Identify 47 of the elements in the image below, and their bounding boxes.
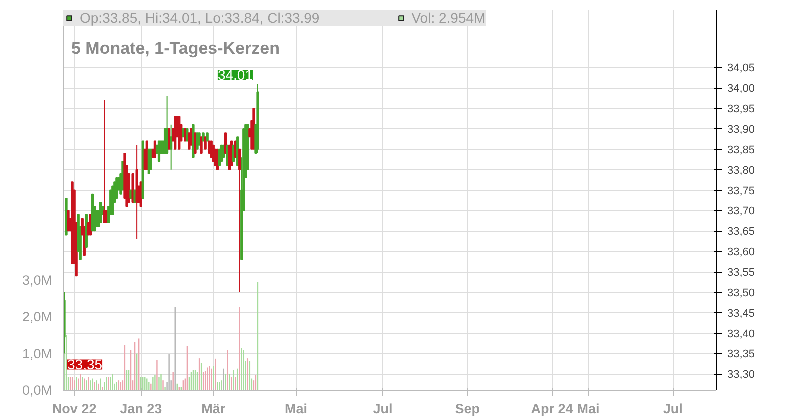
annotation: 33,35: [68, 356, 103, 373]
candlestick: [226, 144, 230, 166]
y2-tick-label: 0,0M: [22, 383, 53, 398]
candlestick: [204, 136, 207, 150]
y-tick-label: 33,65: [728, 226, 756, 238]
y-tick-label: 33,60: [728, 246, 756, 259]
candlestick: [200, 136, 203, 154]
x-tick-label: Jan 23: [120, 402, 163, 416]
y-tick-label: 34,00: [728, 83, 756, 96]
candlestick: [186, 128, 189, 142]
candlestick: [196, 132, 199, 150]
candlestick: [224, 132, 228, 154]
x-tick-label: Apr 24: [531, 402, 574, 416]
y-tick-label: 33,70: [728, 206, 756, 218]
x-tick-label: Jul: [663, 402, 683, 416]
legend-label: Vol: 2.954M: [412, 10, 486, 26]
text: 5 Monate, 1-Tages-Kerzen: [72, 39, 280, 58]
x-tick-label: Mai: [577, 402, 600, 416]
y-tick-label: 33,80: [728, 164, 756, 177]
y-tick-label: 33,90: [728, 124, 756, 136]
y-tick-label: 33,50: [728, 287, 756, 300]
y-tick-label: 33,95: [728, 104, 756, 116]
x-tick-label: Sep: [455, 402, 480, 416]
candlestick: [188, 132, 191, 150]
y-tick-label: 33,35: [728, 348, 756, 361]
candlestick: [184, 128, 187, 142]
annotation: 34,01: [218, 67, 254, 84]
candlestick: [208, 140, 211, 154]
x-tick-label: Mai: [285, 402, 308, 416]
y-tick-label: 34,05: [728, 62, 756, 75]
candlestick: [134, 190, 136, 204]
y2-tick-label: 3,0M: [22, 272, 53, 288]
y-tick-label: 33,40: [728, 328, 756, 340]
y-tick-label: 33,30: [728, 369, 756, 382]
candlestick: [168, 128, 171, 150]
candlestick: [218, 148, 221, 166]
x-tick-label: Mär: [202, 402, 226, 416]
x-tick-label: Nov 22: [52, 402, 97, 416]
legend-label: Op:33.85, Hi:34.01, Lo:33.84, Cl:33.99: [80, 10, 320, 26]
y-tick-label: 33,45: [728, 308, 756, 320]
y-tick-label: 33,75: [728, 185, 756, 198]
y2-tick-label: 1,0M: [22, 346, 53, 362]
y-tick-label: 33,55: [728, 267, 756, 280]
y2-tick-label: 2,0M: [22, 310, 53, 325]
candlestick: [170, 124, 173, 170]
x-tick-label: Jul: [373, 402, 393, 416]
y-tick-label: 33,85: [728, 144, 756, 156]
